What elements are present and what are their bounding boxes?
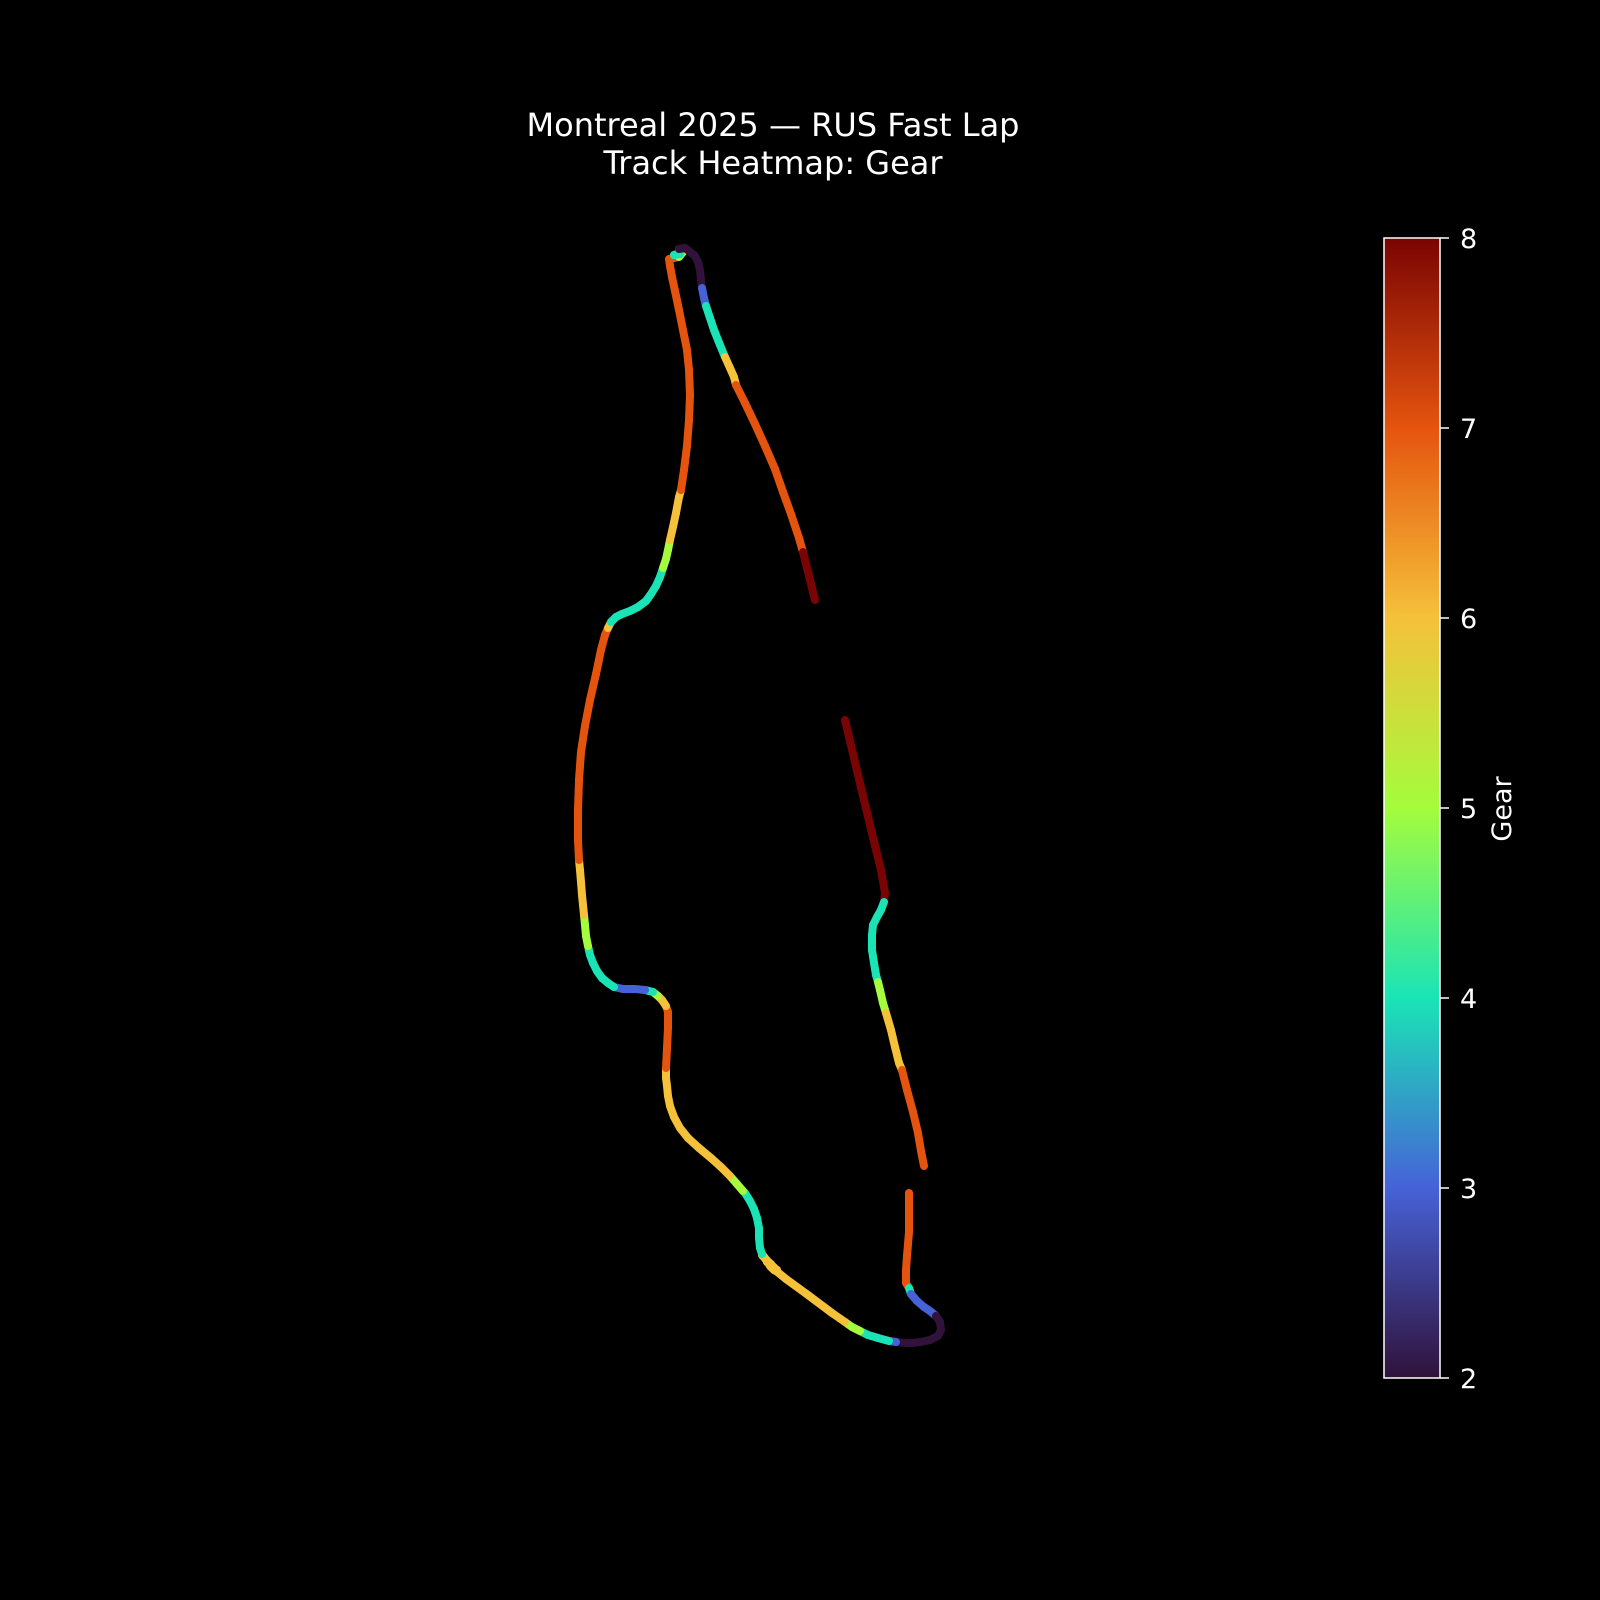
track-segment — [903, 1228, 913, 1260]
track-segment — [683, 416, 693, 450]
track-segment — [804, 1291, 836, 1317]
chart-subtitle: Track Heatmap: Gear — [602, 144, 943, 182]
colorbar-tick-label: 5 — [1460, 794, 1477, 825]
colorbar: 2 3 4 5 6 7 8 Gear — [1383, 224, 1518, 1395]
track-segment — [575, 748, 585, 784]
track-segment — [581, 696, 594, 730]
track-line — [574, 244, 945, 1347]
track-segment — [917, 1147, 928, 1170]
track-segment — [866, 821, 885, 874]
colorbar-label: Gear — [1487, 776, 1518, 842]
track-segment — [586, 670, 600, 704]
colorbar-tick-label: 6 — [1460, 604, 1477, 635]
track-segment — [685, 391, 694, 424]
track-segment — [782, 1275, 812, 1299]
track-segment — [592, 646, 605, 678]
track-segment — [799, 548, 819, 604]
colorbar-tick-label: 7 — [1460, 414, 1477, 445]
chart-title: Montreal 2025 — RUS Fast Lap — [527, 106, 1020, 144]
colorbar-tick-label: 3 — [1460, 1174, 1477, 1205]
track-segment — [685, 366, 694, 399]
colorbar-tick-label: 2 — [1460, 1364, 1477, 1395]
colorbar-tick-label: 4 — [1460, 984, 1477, 1015]
track-segment — [787, 510, 803, 542]
track-segment — [841, 716, 862, 779]
track-segment — [577, 722, 589, 756]
track-segment — [761, 442, 779, 473]
track-segment — [771, 465, 787, 496]
track-segment — [854, 771, 874, 829]
track-segment — [751, 420, 769, 450]
colorbar-gradient — [1383, 237, 1441, 1379]
track-segment — [680, 442, 691, 474]
colorbar-tick-label: 8 — [1460, 224, 1477, 255]
track-segment — [574, 776, 583, 814]
